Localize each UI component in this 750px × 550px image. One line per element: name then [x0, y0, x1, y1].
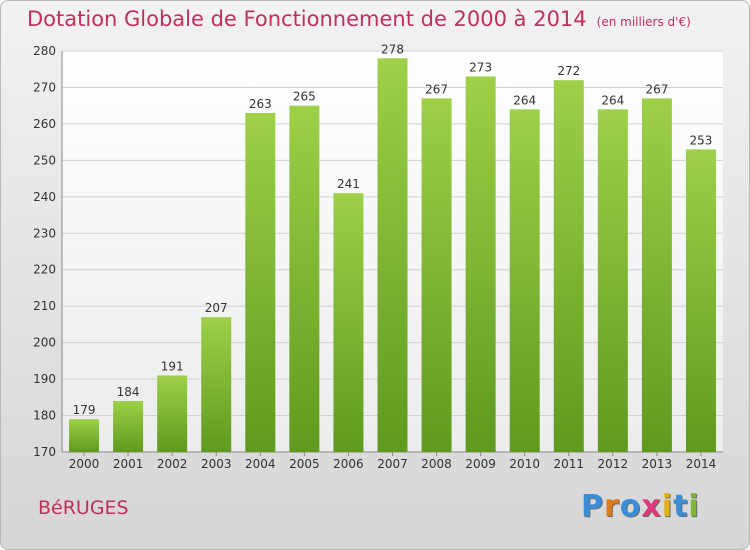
data-label: 272: [557, 64, 580, 78]
data-label: 264: [601, 93, 624, 107]
bar: [157, 375, 188, 452]
data-label: 191: [161, 359, 184, 373]
bar: [685, 149, 716, 452]
data-label: 184: [117, 385, 140, 399]
chart-title-text: Dotation Globale de Fonctionnement de 20…: [27, 7, 587, 31]
x-tick-label: 2003: [201, 457, 232, 471]
x-tick-label: 2005: [289, 457, 320, 471]
data-label: 273: [469, 61, 492, 75]
data-label: 179: [73, 403, 96, 417]
chart-unit-note: (en milliers d'€): [596, 15, 691, 29]
logo-letter: i: [688, 489, 700, 524]
y-tick-label: 230: [33, 226, 56, 240]
x-tick-label: 2000: [69, 457, 100, 471]
x-tick-label: 2010: [509, 457, 540, 471]
x-tick-label: 2013: [642, 457, 673, 471]
bar: [289, 105, 320, 452]
data-label: 264: [513, 93, 536, 107]
logo-letter: x: [641, 489, 662, 524]
logo-letter: t: [673, 489, 689, 524]
data-label: 267: [425, 82, 448, 96]
bar: [201, 317, 232, 452]
bar: [245, 112, 276, 453]
logo-letter: r: [604, 489, 620, 524]
bar: [641, 98, 672, 453]
data-label: 265: [293, 90, 316, 104]
bar: [465, 76, 496, 452]
y-tick-label: 260: [33, 117, 56, 131]
chart-title: Dotation Globale de Fonctionnement de 20…: [27, 7, 691, 31]
logo-letter: o: [619, 489, 642, 524]
y-tick-label: 200: [33, 336, 56, 350]
x-tick-label: 2014: [686, 457, 717, 471]
bar: [597, 109, 628, 452]
bar: [113, 400, 144, 452]
x-tick-label: 2001: [113, 457, 144, 471]
proxiti-logo: Proxiti: [581, 489, 700, 524]
y-tick-label: 190: [33, 372, 56, 386]
bar: [509, 109, 540, 452]
data-label: 278: [381, 42, 404, 56]
commune-name: BéRUGES: [38, 497, 129, 519]
bar: [333, 193, 364, 452]
x-tick-label: 2009: [465, 457, 496, 471]
x-tick-label: 2004: [245, 457, 276, 471]
data-label: 267: [645, 82, 668, 96]
x-tick-label: 2007: [377, 457, 408, 471]
y-tick-label: 220: [33, 263, 56, 277]
y-tick-label: 210: [33, 299, 56, 313]
y-tick-label: 240: [33, 190, 56, 204]
data-label: 263: [249, 97, 272, 111]
logo-letter: P: [581, 489, 604, 524]
logo-letter: i: [661, 489, 674, 524]
data-label: 207: [205, 301, 228, 315]
y-tick-label: 280: [33, 44, 56, 58]
y-tick-label: 170: [33, 445, 56, 459]
x-tick-label: 2008: [421, 457, 452, 471]
x-tick-label: 2012: [598, 457, 629, 471]
y-tick-label: 180: [33, 409, 56, 423]
x-tick-label: 2002: [157, 457, 188, 471]
bar: [553, 80, 584, 452]
y-tick-label: 250: [33, 153, 56, 167]
y-tick-label: 270: [33, 80, 56, 94]
data-label: 253: [690, 133, 713, 147]
x-tick-label: 2011: [553, 457, 584, 471]
data-label: 241: [337, 177, 360, 191]
x-tick-label: 2006: [333, 457, 364, 471]
bar: [69, 419, 100, 452]
bar: [421, 98, 452, 453]
bar: [377, 58, 408, 453]
